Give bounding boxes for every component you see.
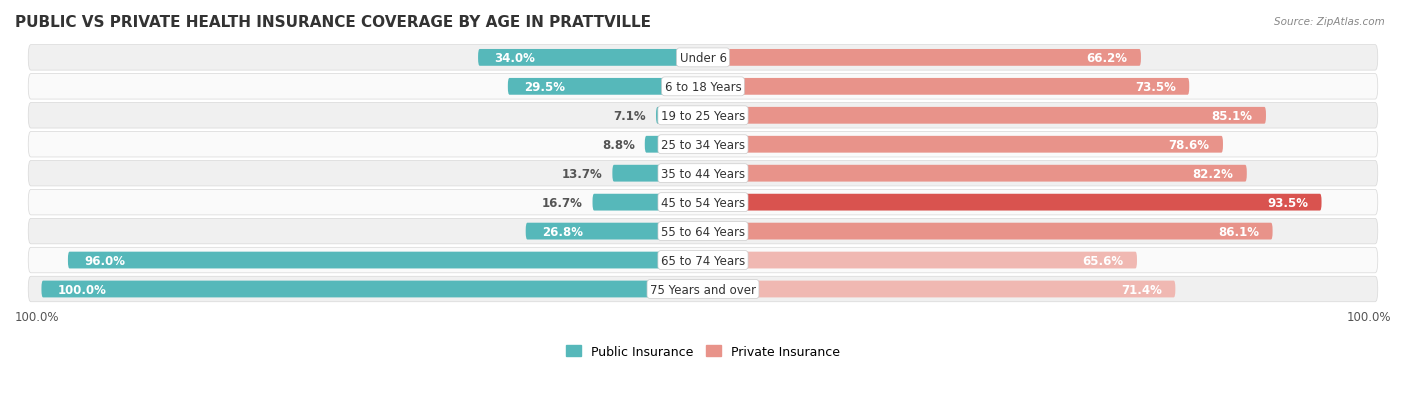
Text: 71.4%: 71.4% — [1121, 283, 1163, 296]
Legend: Public Insurance, Private Insurance: Public Insurance, Private Insurance — [561, 340, 845, 363]
Text: 65.6%: 65.6% — [1083, 254, 1123, 267]
Text: 75 Years and over: 75 Years and over — [650, 283, 756, 296]
FancyBboxPatch shape — [508, 79, 703, 95]
FancyBboxPatch shape — [703, 223, 1272, 240]
Text: 66.2%: 66.2% — [1087, 52, 1128, 65]
Text: 35 to 44 Years: 35 to 44 Years — [661, 167, 745, 180]
Text: 7.1%: 7.1% — [613, 109, 647, 123]
FancyBboxPatch shape — [28, 103, 1378, 129]
Text: 55 to 64 Years: 55 to 64 Years — [661, 225, 745, 238]
FancyBboxPatch shape — [28, 132, 1378, 158]
Text: Source: ZipAtlas.com: Source: ZipAtlas.com — [1274, 17, 1385, 26]
Text: 34.0%: 34.0% — [495, 52, 536, 65]
Text: 13.7%: 13.7% — [561, 167, 602, 180]
Text: PUBLIC VS PRIVATE HEALTH INSURANCE COVERAGE BY AGE IN PRATTVILLE: PUBLIC VS PRIVATE HEALTH INSURANCE COVER… — [15, 15, 651, 30]
FancyBboxPatch shape — [28, 74, 1378, 100]
FancyBboxPatch shape — [41, 281, 703, 298]
FancyBboxPatch shape — [28, 248, 1378, 273]
FancyBboxPatch shape — [703, 137, 1223, 153]
FancyBboxPatch shape — [645, 137, 703, 153]
Text: 78.6%: 78.6% — [1168, 138, 1209, 152]
FancyBboxPatch shape — [657, 108, 703, 124]
Text: 26.8%: 26.8% — [543, 225, 583, 238]
Text: 85.1%: 85.1% — [1212, 109, 1253, 123]
Text: 16.7%: 16.7% — [541, 196, 582, 209]
FancyBboxPatch shape — [703, 281, 1175, 298]
Text: 45 to 54 Years: 45 to 54 Years — [661, 196, 745, 209]
FancyBboxPatch shape — [28, 161, 1378, 187]
FancyBboxPatch shape — [703, 79, 1189, 95]
FancyBboxPatch shape — [703, 50, 1140, 66]
Text: 100.0%: 100.0% — [15, 310, 59, 323]
Text: 96.0%: 96.0% — [84, 254, 125, 267]
Text: Under 6: Under 6 — [679, 52, 727, 65]
FancyBboxPatch shape — [526, 223, 703, 240]
FancyBboxPatch shape — [478, 50, 703, 66]
Text: 65 to 74 Years: 65 to 74 Years — [661, 254, 745, 267]
FancyBboxPatch shape — [28, 190, 1378, 215]
FancyBboxPatch shape — [703, 252, 1137, 269]
FancyBboxPatch shape — [67, 252, 703, 269]
Text: 93.5%: 93.5% — [1267, 196, 1309, 209]
FancyBboxPatch shape — [703, 108, 1265, 124]
Text: 19 to 25 Years: 19 to 25 Years — [661, 109, 745, 123]
FancyBboxPatch shape — [613, 165, 703, 182]
Text: 86.1%: 86.1% — [1219, 225, 1260, 238]
Text: 6 to 18 Years: 6 to 18 Years — [665, 81, 741, 94]
Text: 100.0%: 100.0% — [58, 283, 107, 296]
FancyBboxPatch shape — [703, 194, 1322, 211]
FancyBboxPatch shape — [28, 45, 1378, 71]
FancyBboxPatch shape — [703, 165, 1247, 182]
Text: 29.5%: 29.5% — [524, 81, 565, 94]
Text: 82.2%: 82.2% — [1192, 167, 1233, 180]
FancyBboxPatch shape — [28, 277, 1378, 302]
Text: 100.0%: 100.0% — [1347, 310, 1391, 323]
FancyBboxPatch shape — [28, 219, 1378, 244]
Text: 73.5%: 73.5% — [1135, 81, 1175, 94]
Text: 8.8%: 8.8% — [602, 138, 636, 152]
FancyBboxPatch shape — [592, 194, 703, 211]
Text: 25 to 34 Years: 25 to 34 Years — [661, 138, 745, 152]
